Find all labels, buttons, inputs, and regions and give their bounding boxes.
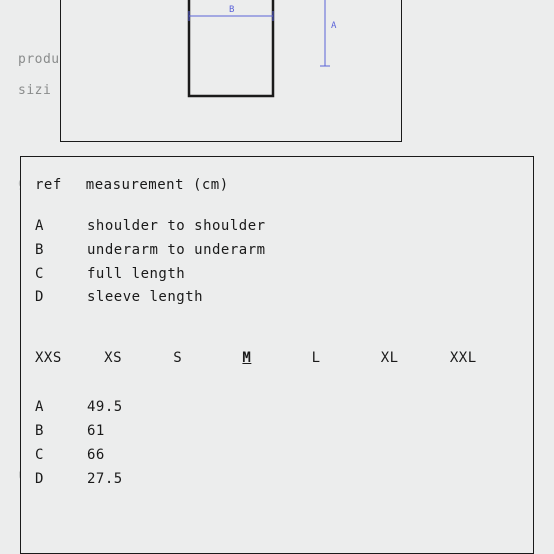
measurement-row: A49.5 — [35, 396, 519, 420]
size-option-xxs[interactable]: XXS — [35, 350, 104, 366]
size-label: L — [312, 350, 321, 366]
diagram-label-a: A — [331, 21, 337, 31]
measurement-letter: C — [35, 444, 87, 468]
background-left-labels: produ sizi — [18, 44, 60, 106]
ref-row: Bunderarm to underarm — [35, 239, 519, 263]
bg-label-2: sizi — [18, 75, 60, 106]
measurement-value: 27.5 — [87, 468, 123, 492]
ref-row: Dsleeve length — [35, 286, 519, 310]
ref-letter: D — [35, 286, 87, 310]
ref-letter: B — [35, 239, 87, 263]
ref-row: Ashoulder to shoulder — [35, 215, 519, 239]
ref-letter: C — [35, 263, 87, 287]
measurement-row: C66 — [35, 444, 519, 468]
ref-letter: A — [35, 215, 87, 239]
measurement-list: A49.5B61C66D27.5 — [35, 396, 519, 491]
measurement-row: D27.5 — [35, 468, 519, 492]
size-label: XXL — [450, 350, 477, 366]
measurement-letter: D — [35, 468, 87, 492]
size-label: XS — [104, 350, 122, 366]
sizing-panel: ref measurement (cm) Ashoulder to should… — [20, 156, 534, 554]
measurement-value: 49.5 — [87, 396, 123, 420]
ref-desc: sleeve length — [87, 286, 203, 310]
size-label: XL — [381, 350, 399, 366]
ref-desc: full length — [87, 263, 185, 287]
ref-row: Cfull length — [35, 263, 519, 287]
header-ref: ref — [35, 177, 62, 193]
bg-label-1: produ — [18, 44, 60, 75]
ref-desc: underarm to underarm — [87, 239, 266, 263]
size-option-xs[interactable]: XS — [104, 350, 173, 366]
ref-header: ref measurement (cm) — [35, 177, 519, 193]
measurement-letter: A — [35, 396, 87, 420]
size-label: XXS — [35, 350, 62, 366]
size-option-xxl[interactable]: XXL — [450, 350, 519, 366]
size-option-l[interactable]: L — [312, 350, 381, 366]
diagram-label-b: B — [229, 5, 234, 15]
measurement-value: 61 — [87, 420, 105, 444]
measurement-row: B61 — [35, 420, 519, 444]
ref-desc: shoulder to shoulder — [87, 215, 266, 239]
header-measurement: measurement (cm) — [86, 177, 229, 193]
ref-list: Ashoulder to shoulderBunderarm to undera… — [35, 215, 519, 310]
size-label: M — [242, 350, 251, 366]
measurement-value: 66 — [87, 444, 105, 468]
size-option-xl[interactable]: XL — [381, 350, 450, 366]
measurement-letter: B — [35, 420, 87, 444]
size-option-s[interactable]: S — [173, 350, 242, 366]
size-option-m[interactable]: M — [242, 350, 311, 366]
product-diagram-card: B A — [60, 0, 402, 142]
size-label: S — [173, 350, 182, 366]
tshirt-diagram-svg: B A — [101, 0, 361, 116]
size-selector-row: XXS XS S M L XL XXL — [35, 350, 519, 366]
